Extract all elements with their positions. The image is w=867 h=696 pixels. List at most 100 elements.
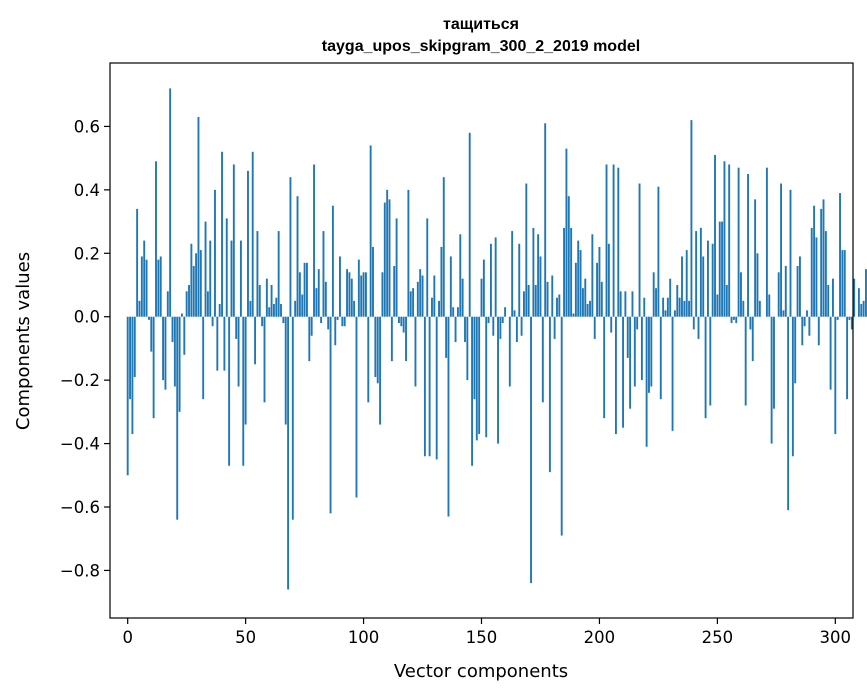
bar — [230, 240, 233, 317]
bar — [497, 316, 499, 444]
bar — [284, 316, 287, 425]
bar — [431, 297, 433, 317]
bar — [438, 300, 440, 317]
bar — [183, 316, 186, 355]
bar — [791, 316, 794, 457]
bar — [860, 304, 863, 317]
bar — [313, 164, 315, 317]
bar — [398, 316, 400, 324]
bar — [690, 120, 693, 317]
bar — [508, 316, 511, 387]
bar — [393, 265, 396, 317]
bar — [306, 262, 308, 317]
bar — [336, 316, 339, 320]
bar — [749, 316, 752, 330]
bar — [520, 316, 523, 336]
bar — [145, 259, 148, 317]
bar — [294, 300, 297, 317]
bar — [471, 316, 474, 466]
bar — [346, 269, 348, 317]
bar — [617, 167, 620, 317]
bar — [697, 316, 700, 339]
bar — [464, 316, 466, 343]
bar — [768, 294, 771, 317]
bar — [829, 316, 832, 390]
bar — [223, 316, 226, 371]
bar — [657, 186, 660, 317]
bar — [513, 310, 516, 317]
bar — [204, 221, 207, 317]
bar — [770, 316, 773, 444]
bar — [461, 278, 464, 317]
bar — [178, 316, 181, 412]
bar — [315, 288, 318, 317]
bar — [551, 275, 554, 317]
bar — [777, 272, 780, 317]
bar — [728, 164, 731, 317]
bar — [428, 316, 431, 457]
bar — [251, 151, 254, 317]
bar — [379, 316, 382, 425]
bar — [581, 288, 584, 317]
bar — [640, 316, 643, 381]
bar — [626, 316, 629, 358]
bar — [615, 316, 617, 435]
bar — [416, 281, 419, 317]
bar — [277, 231, 280, 317]
bar — [459, 234, 462, 317]
bar — [683, 300, 686, 317]
bar — [254, 316, 257, 365]
bar — [287, 316, 290, 590]
bar — [723, 161, 726, 317]
bar — [636, 316, 639, 330]
bar — [534, 285, 537, 317]
bar — [329, 316, 332, 514]
bar — [560, 316, 563, 536]
bar — [806, 310, 808, 317]
bar — [263, 316, 266, 403]
y-tick-label: −0.6 — [60, 498, 100, 517]
bar — [265, 278, 268, 317]
bar — [780, 183, 783, 317]
bar — [164, 316, 167, 390]
bar — [659, 316, 662, 400]
bar — [758, 300, 761, 317]
bar — [173, 316, 176, 387]
y-tick-label: 0.2 — [74, 244, 100, 263]
bar — [732, 316, 735, 320]
bar — [331, 205, 334, 317]
bar — [280, 304, 282, 317]
bar — [610, 316, 613, 333]
bar — [228, 316, 231, 466]
bar — [310, 316, 313, 336]
bar — [272, 304, 275, 317]
bar — [711, 243, 714, 317]
bar — [256, 231, 259, 317]
bar — [140, 256, 143, 317]
bar — [688, 300, 691, 317]
x-axis-label: Vector components — [394, 661, 568, 682]
x-axis-ticks: 0 50 100 150 200 250 300 — [122, 618, 851, 647]
bar — [374, 316, 377, 377]
bar — [303, 262, 306, 317]
bar — [388, 199, 391, 317]
bar — [782, 310, 785, 317]
bar — [289, 177, 292, 317]
bar — [468, 132, 471, 317]
bar — [784, 265, 787, 317]
bar — [666, 297, 669, 317]
bar — [157, 259, 160, 317]
bar — [320, 316, 323, 324]
bar — [499, 316, 502, 339]
bar — [577, 240, 580, 317]
bar — [815, 237, 818, 317]
bar — [796, 265, 799, 317]
bar — [348, 272, 351, 317]
bar — [546, 281, 549, 317]
bar — [773, 316, 775, 409]
bar — [650, 316, 653, 387]
bar — [376, 316, 379, 384]
y-tick-label: −0.4 — [60, 435, 100, 454]
bar — [261, 316, 264, 327]
bar — [355, 316, 358, 498]
